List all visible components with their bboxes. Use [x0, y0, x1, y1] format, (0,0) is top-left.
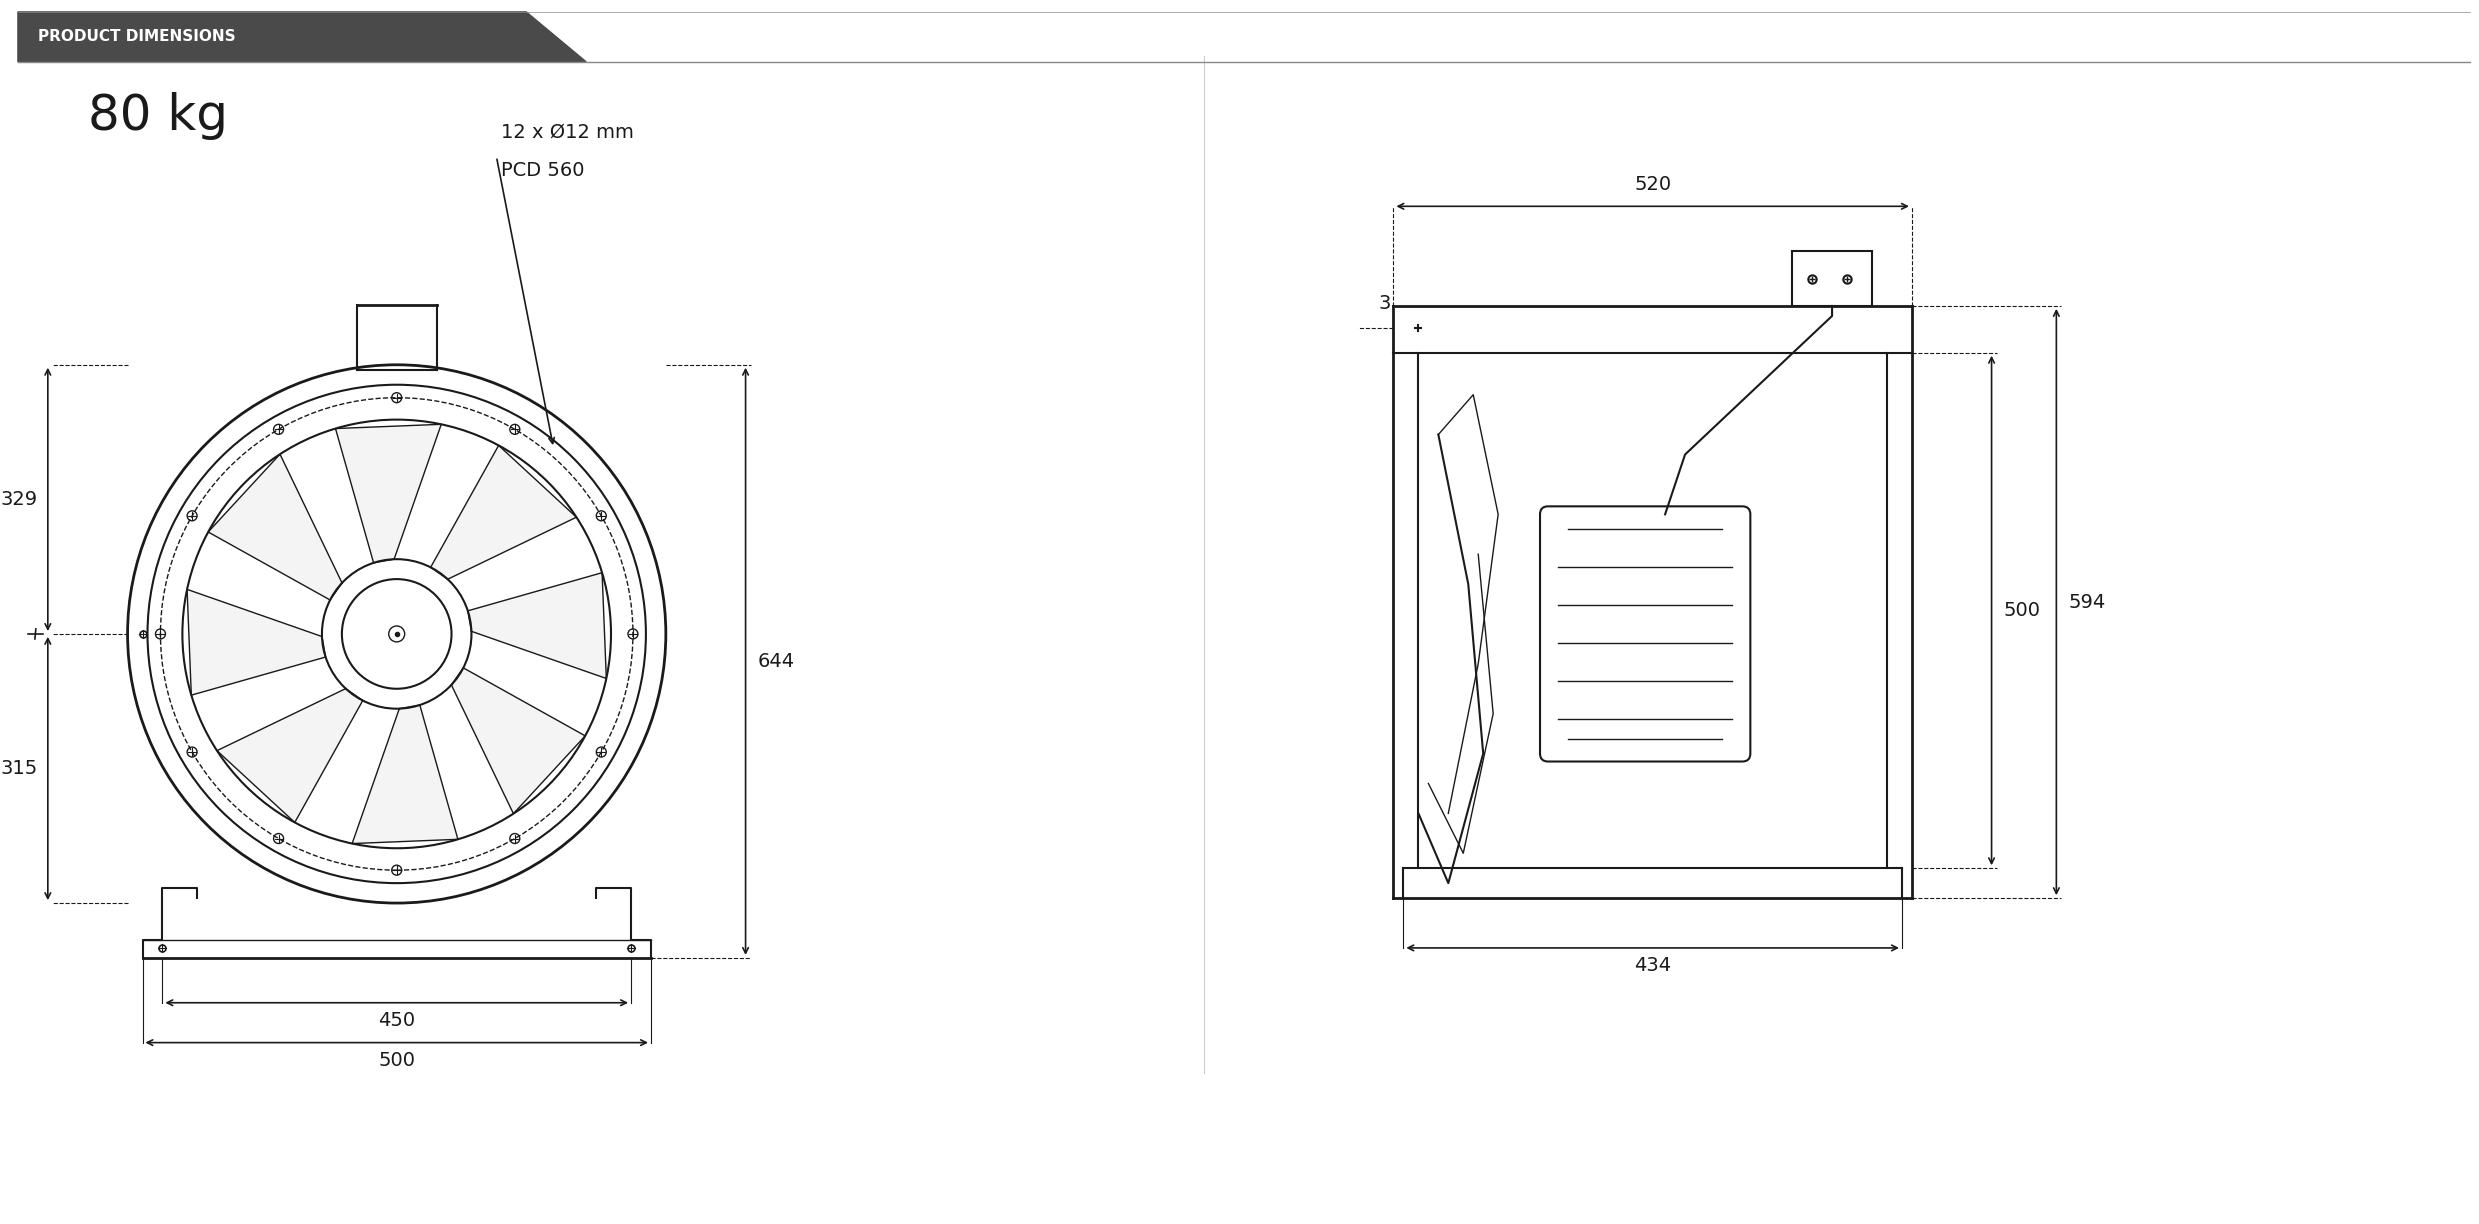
Text: 3: 3: [1378, 294, 1391, 313]
Text: PRODUCT DIMENSIONS: PRODUCT DIMENSIONS: [37, 29, 236, 44]
Text: 500: 500: [2003, 601, 2040, 621]
Text: 644: 644: [759, 652, 796, 671]
Text: 520: 520: [1634, 175, 1671, 195]
Text: 594: 594: [2067, 592, 2105, 612]
Polygon shape: [431, 446, 578, 579]
Polygon shape: [208, 454, 342, 600]
Polygon shape: [352, 705, 459, 843]
Polygon shape: [17, 12, 585, 61]
Text: 500: 500: [379, 1050, 414, 1070]
Text: 80 kg: 80 kg: [87, 92, 228, 140]
Bar: [1792, 251, 1872, 306]
Polygon shape: [218, 689, 362, 823]
Text: 434: 434: [1634, 956, 1671, 974]
Polygon shape: [335, 425, 441, 563]
Text: 329: 329: [0, 490, 37, 509]
Polygon shape: [469, 573, 607, 678]
Text: 450: 450: [379, 1011, 416, 1029]
Text: 315: 315: [0, 759, 37, 778]
Polygon shape: [186, 590, 325, 695]
Text: PCD 560: PCD 560: [501, 162, 585, 180]
Text: 12 x Ø12 mm: 12 x Ø12 mm: [501, 122, 635, 142]
Polygon shape: [451, 668, 585, 814]
